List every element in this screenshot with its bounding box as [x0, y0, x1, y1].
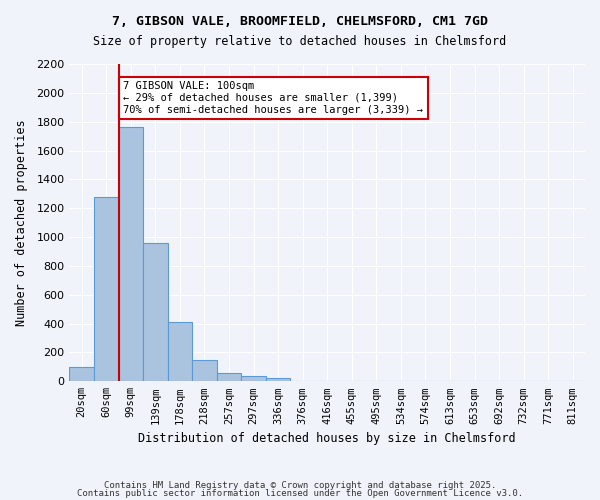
Text: 7, GIBSON VALE, BROOMFIELD, CHELMSFORD, CM1 7GD: 7, GIBSON VALE, BROOMFIELD, CHELMSFORD, …: [112, 15, 488, 28]
Bar: [119, 128, 143, 382]
Bar: [266, 378, 290, 382]
Bar: [94, 196, 119, 382]
Bar: [217, 372, 241, 382]
Text: Contains public sector information licensed under the Open Government Licence v3: Contains public sector information licen…: [77, 488, 523, 498]
Bar: [70, 367, 94, 382]
Bar: [192, 360, 217, 382]
Bar: [167, 322, 192, 382]
Bar: [143, 243, 167, 382]
Bar: [241, 376, 266, 382]
Y-axis label: Number of detached properties: Number of detached properties: [15, 120, 28, 326]
Text: 7 GIBSON VALE: 100sqm
← 29% of detached houses are smaller (1,399)
70% of semi-d: 7 GIBSON VALE: 100sqm ← 29% of detached …: [124, 82, 424, 114]
X-axis label: Distribution of detached houses by size in Chelmsford: Distribution of detached houses by size …: [139, 432, 516, 445]
Text: Contains HM Land Registry data © Crown copyright and database right 2025.: Contains HM Land Registry data © Crown c…: [104, 481, 496, 490]
Text: Size of property relative to detached houses in Chelmsford: Size of property relative to detached ho…: [94, 35, 506, 48]
